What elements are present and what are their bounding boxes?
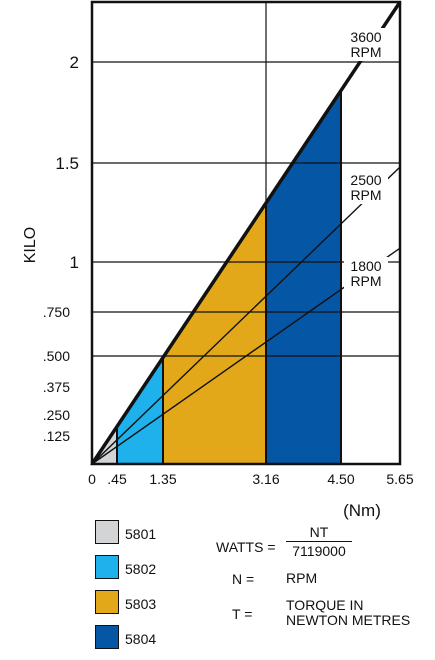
legend-swatch-5803 [95,590,119,614]
y-tick-label-p500: .500 [43,348,70,364]
x-tick-label-1p35: 1.35 [149,471,176,487]
rpm-label-value-3600: 3600 [350,29,381,45]
y-tick-label-2: 2 [70,53,79,72]
y-tick-label-1: 1 [70,253,79,272]
formula-watts-label: WATTS = [216,539,276,555]
y-axis-label: KILO [22,227,39,263]
chart: 3600RPM2500RPM1800RPM.125.250.375.500.75… [22,0,414,520]
legend-label-5802: 5802 [125,561,157,577]
series-area-5802 [116,354,164,465]
legend-swatch-5801 [95,520,119,544]
y-tick-label-p125: .125 [43,428,70,444]
formula-t-value-1: TORQUE IN [286,597,364,613]
x-tick-label-3p16: 3.16 [252,471,279,487]
legend-item-5803: 5803 [95,590,235,624]
x-tick-label-0: 0 [88,471,96,487]
formula-n-value: RPM [286,570,318,586]
formula-numerator: NT [286,524,352,542]
y-tick-label-1p5: 1.5 [55,154,79,173]
rpm-label-bg-2500 [344,171,388,204]
legend-swatch-5802 [95,555,119,579]
rpm-label-unit-3600: RPM [350,44,381,60]
formula-t-value-2: NEWTON METRES [286,612,411,628]
y-tick-label-p750: .750 [43,304,70,320]
rpm-label-bg-1800 [344,257,388,290]
legend-swatch-5804 [95,625,119,649]
legend-label-5801: 5801 [125,526,157,542]
plot-frame [90,0,402,466]
formula-denominator: 7119000 [292,543,346,559]
rpm-line-3600 [90,1,402,465]
y-tick-label-p375: .375 [43,379,70,395]
rpm-label-bg-3600 [344,28,388,61]
formula-fraction: NT 7119000 [286,524,352,559]
y-tick-label-p250: .250 [43,407,70,423]
formula-t-label: T = [232,606,253,622]
x-tick-label-5p65: 5.65 [386,471,413,487]
legend-label-5803: 5803 [125,596,157,612]
rpm-label-value-1800: 1800 [350,258,381,274]
rpm-line-2500 [91,166,401,465]
rpm-label-unit-1800: RPM [350,273,381,289]
rpm-label-value-2500: 2500 [350,172,381,188]
legend-label-5804: 5804 [125,631,157,647]
formula-n-label: N = [232,571,255,587]
rpm-label-unit-2500: RPM [350,187,381,203]
x-tick-label-4p50: 4.50 [327,471,354,487]
x-axis-label: (Nm) [343,501,381,520]
legend-item-5802: 5802 [95,555,235,589]
x-tick-label-p45: .45 [107,471,127,487]
legend-item-5801: 5801 [95,520,235,554]
legend-item-5804: 5804 [95,625,235,659]
